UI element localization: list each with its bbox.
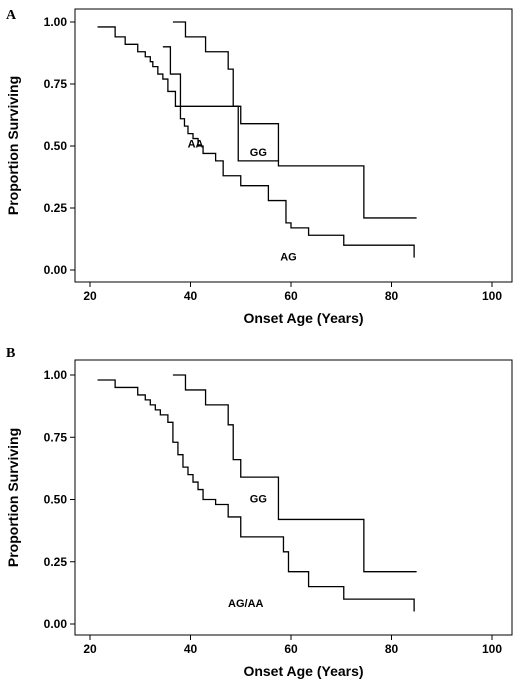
x-tick-label: 40: [184, 289, 198, 303]
y-tick-label: 0.50: [44, 139, 68, 153]
plot-frame: [74, 8, 513, 283]
y-tick-label: 0.25: [44, 201, 68, 215]
survival-curve-ag: [97, 26, 415, 258]
x-tick-label: 60: [284, 289, 298, 303]
y-tick-label: 1.00: [44, 15, 68, 29]
curve-label-ag: AG: [280, 251, 297, 263]
panel-a: A 20 40 60 80 100 0.00 0.25 0.50 0.75 1.00 Onset Ag…: [5, 8, 513, 326]
survival-curve-gg: [172, 374, 417, 573]
y-tick-label: 0.25: [44, 555, 68, 569]
panel-letter: A: [6, 8, 17, 23]
y-tick-label: 0.50: [44, 493, 68, 507]
x-axis-title: Onset Age (Years): [243, 310, 363, 326]
panel-letter: B: [6, 346, 15, 361]
curve-label-gg: GG: [250, 493, 267, 505]
survival-curve-aa: [162, 46, 280, 161]
x-tick-label: 20: [83, 289, 97, 303]
y-tick-label: 0.00: [44, 263, 68, 277]
y-axis-title: Proportion Surviving: [5, 76, 21, 215]
survival-curve-gg: [172, 21, 417, 219]
x-tick-label: 40: [184, 642, 198, 656]
plot-frame: [74, 359, 513, 636]
x-axis-title: Onset Age (Years): [243, 663, 363, 679]
y-tick-label: 0.75: [44, 430, 68, 444]
y-tick-label: 0.00: [44, 617, 68, 631]
x-tick-label: 80: [385, 289, 399, 303]
curve-label-ag-aa: AG/AA: [228, 598, 264, 610]
x-tick-label: 100: [482, 289, 502, 303]
x-tick-label: 60: [284, 642, 298, 656]
x-tick-label: 100: [482, 642, 502, 656]
y-tick-label: 0.75: [44, 77, 68, 91]
x-tick-label: 20: [83, 642, 97, 656]
y-tick-label: 1.00: [44, 368, 68, 382]
x-tick-label: 80: [385, 642, 399, 656]
y-axis-title: Proportion Surviving: [5, 428, 21, 567]
panel-b: B 20 40 60 80 100 0.00 0.25 0.50 0.75 1.00 Onset Ag…: [5, 346, 513, 679]
survival-curve-ag-aa: [97, 379, 415, 612]
curve-label-gg: GG: [250, 147, 267, 159]
curve-label-aa: AA: [188, 139, 204, 151]
